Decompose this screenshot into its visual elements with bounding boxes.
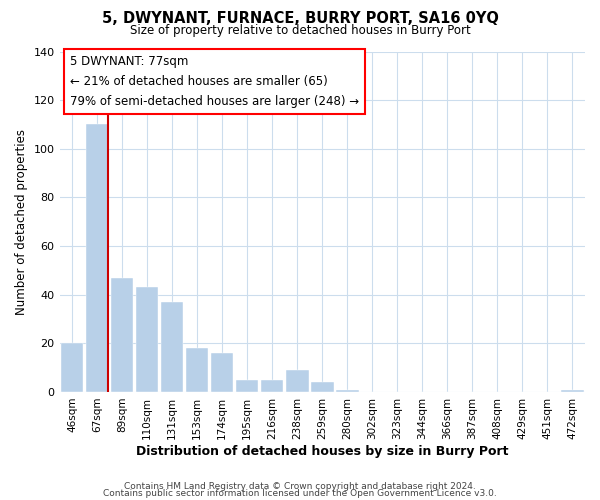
Text: Contains HM Land Registry data © Crown copyright and database right 2024.: Contains HM Land Registry data © Crown c… (124, 482, 476, 491)
Bar (111, 278, 133, 392)
Y-axis label: Number of detached properties: Number of detached properties (15, 128, 28, 314)
Bar (286, 370, 308, 392)
Bar (211, 353, 233, 392)
Bar (61, 344, 83, 392)
Bar (261, 380, 283, 392)
Bar (186, 348, 208, 392)
Text: 5, DWYNANT, FURNACE, BURRY PORT, SA16 0YQ: 5, DWYNANT, FURNACE, BURRY PORT, SA16 0Y… (101, 11, 499, 26)
Bar (161, 302, 184, 392)
Text: Contains public sector information licensed under the Open Government Licence v3: Contains public sector information licen… (103, 489, 497, 498)
Text: 5 DWYNANT: 77sqm
← 21% of detached houses are smaller (65)
79% of semi-detached : 5 DWYNANT: 77sqm ← 21% of detached house… (70, 55, 359, 108)
Bar (311, 382, 334, 392)
Bar (86, 124, 109, 392)
Bar (236, 380, 259, 392)
Bar (561, 390, 584, 392)
Bar (136, 288, 158, 392)
Text: Size of property relative to detached houses in Burry Port: Size of property relative to detached ho… (130, 24, 470, 37)
Bar (336, 390, 359, 392)
X-axis label: Distribution of detached houses by size in Burry Port: Distribution of detached houses by size … (136, 444, 509, 458)
